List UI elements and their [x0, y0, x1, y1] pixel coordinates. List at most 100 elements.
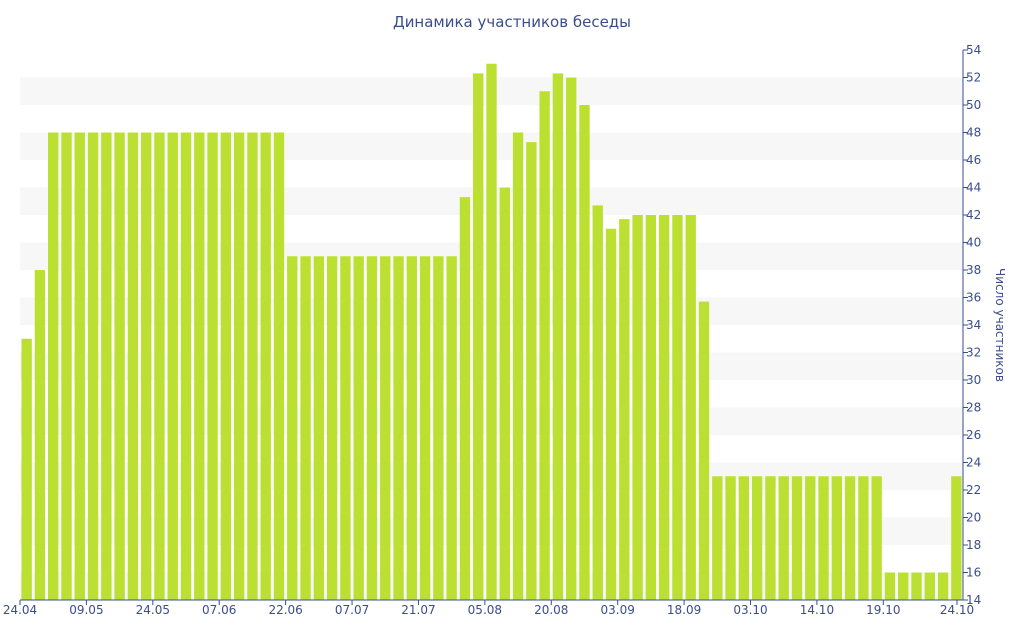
y-tick-label: 14 — [966, 593, 981, 607]
bar[interactable] — [751, 476, 763, 600]
y-tick-label: 18 — [966, 538, 981, 552]
bar[interactable] — [566, 77, 577, 601]
bar[interactable] — [21, 338, 32, 600]
bar[interactable] — [313, 256, 325, 600]
bar[interactable] — [194, 132, 205, 601]
bar[interactable] — [287, 256, 298, 600]
bar[interactable] — [831, 476, 842, 600]
bar[interactable] — [273, 132, 285, 601]
bar[interactable] — [884, 572, 896, 601]
bar[interactable] — [951, 476, 962, 600]
bar[interactable] — [778, 476, 789, 600]
bar[interactable] — [154, 132, 165, 601]
y-tick-label: 46 — [966, 153, 981, 167]
bar[interactable] — [725, 476, 736, 600]
bar[interactable] — [61, 132, 72, 601]
bar[interactable] — [512, 132, 524, 601]
bar[interactable] — [459, 197, 471, 600]
bar[interactable] — [127, 132, 139, 601]
bar[interactable] — [393, 256, 404, 600]
bar[interactable] — [858, 476, 869, 600]
bar[interactable] — [220, 132, 232, 601]
x-tick-label: 22.06 — [268, 603, 302, 617]
bar[interactable] — [326, 256, 338, 600]
bar[interactable] — [380, 256, 391, 600]
x-tick-label: 07.06 — [202, 603, 236, 617]
bar[interactable] — [672, 215, 683, 600]
bar[interactable] — [260, 132, 271, 601]
y-tick-label: 30 — [966, 373, 981, 387]
bar[interactable] — [911, 572, 922, 601]
bar[interactable] — [645, 215, 657, 600]
y-tick-label: 50 — [966, 98, 981, 112]
bar[interactable] — [419, 256, 431, 600]
y-tick-label: 32 — [966, 346, 981, 360]
x-tick-label: 07.07 — [335, 603, 369, 617]
bar[interactable] — [844, 476, 856, 600]
bar[interactable] — [499, 187, 510, 601]
bar[interactable] — [433, 256, 444, 600]
y-tick-label: 40 — [966, 236, 981, 250]
bar[interactable] — [101, 132, 112, 601]
bar[interactable] — [366, 256, 378, 600]
bar[interactable] — [937, 572, 949, 601]
bar[interactable] — [791, 476, 803, 600]
y-tick-label: 26 — [966, 428, 981, 442]
bar[interactable] — [74, 132, 85, 601]
x-tick-label: 24.10 — [940, 603, 974, 617]
y-tick-label: 52 — [966, 71, 981, 85]
x-tick-label: 21.07 — [401, 603, 435, 617]
bar[interactable] — [526, 142, 537, 600]
y-tick-label: 22 — [966, 483, 981, 497]
bar[interactable] — [446, 256, 457, 600]
y-tick-label: 36 — [966, 291, 981, 305]
bar[interactable] — [48, 132, 59, 601]
bar[interactable] — [473, 73, 484, 601]
bar[interactable] — [871, 476, 882, 600]
bar[interactable] — [738, 476, 750, 600]
y-tick-label: 42 — [966, 208, 981, 222]
bar[interactable] — [898, 572, 909, 601]
bar[interactable] — [167, 132, 178, 601]
bar[interactable] — [685, 215, 696, 600]
bar[interactable] — [765, 476, 776, 600]
bar[interactable] — [141, 132, 152, 601]
bar[interactable] — [818, 476, 829, 600]
bar[interactable] — [87, 132, 99, 601]
bar[interactable] — [539, 91, 550, 600]
bar[interactable] — [605, 228, 617, 600]
bar[interactable] — [805, 476, 816, 600]
y-axis: 14 16 18 20 22 24 26 28 30 32 34 36 38 40 42 44 46 48 50 52… — [962, 43, 981, 607]
bar[interactable] — [619, 219, 630, 600]
bar[interactable] — [207, 132, 218, 601]
x-axis: 24.04 09.05 24.05 07.06 22.06 07.07 21.07 05.08… — [3, 599, 974, 617]
bar[interactable] — [233, 132, 245, 601]
bar[interactable] — [34, 270, 46, 600]
bar[interactable] — [552, 73, 564, 601]
y-tick-label: 44 — [966, 181, 981, 195]
y-tick-label: 24 — [966, 456, 981, 470]
y-tick-label: 54 — [966, 43, 981, 57]
bar[interactable] — [658, 215, 670, 600]
x-tick-label: 20.08 — [534, 603, 568, 617]
bar[interactable] — [712, 476, 723, 600]
bar[interactable] — [180, 132, 192, 601]
y-tick-label: 48 — [966, 126, 981, 140]
bar[interactable] — [353, 256, 364, 600]
bar[interactable] — [340, 256, 351, 600]
bar[interactable] — [579, 105, 590, 600]
bar[interactable] — [698, 301, 710, 600]
bar[interactable] — [632, 215, 643, 600]
bar[interactable] — [114, 132, 125, 601]
chart-title: Динамика участников беседы — [392, 13, 632, 31]
bar[interactable] — [924, 572, 935, 601]
bar[interactable] — [592, 205, 603, 601]
y-tick-label: 28 — [966, 401, 981, 415]
y-tick-label: 20 — [966, 511, 981, 525]
bar[interactable] — [300, 256, 311, 600]
bar[interactable] — [406, 256, 417, 600]
x-tick-label: 05.08 — [468, 603, 502, 617]
bar[interactable] — [486, 63, 497, 600]
bar[interactable] — [247, 132, 258, 601]
